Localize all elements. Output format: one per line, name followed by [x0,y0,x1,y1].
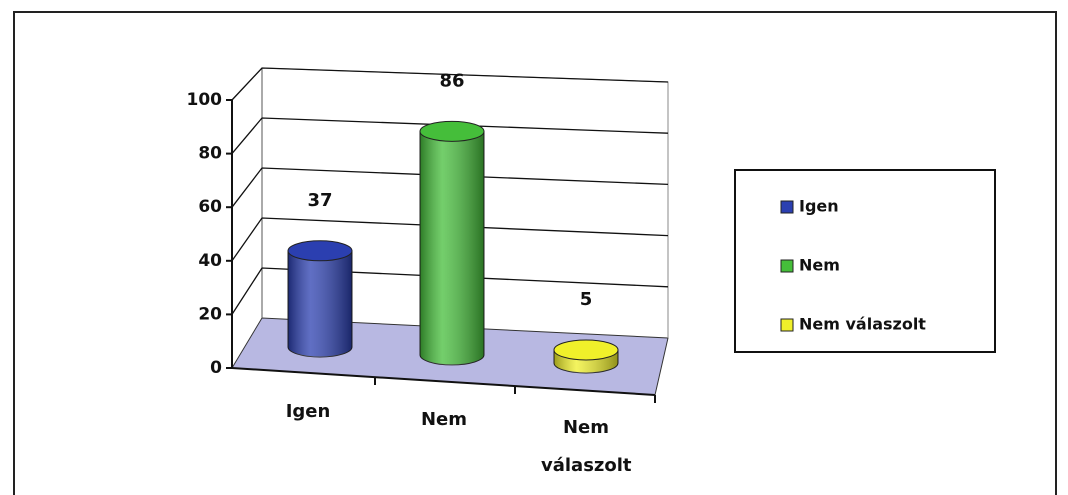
cylinder-top [287,240,353,262]
data-label: 37 [307,190,332,211]
grid-line [231,217,669,262]
cylinder [419,120,485,366]
y-tick-label: 80 [198,144,222,164]
legend-swatch [780,259,794,273]
legend-swatch [780,200,794,214]
grid-line [231,267,669,315]
cylinder-top [419,120,485,142]
cylinder [553,339,619,374]
grid-line [231,167,669,208]
cylinder [287,240,353,358]
x-tick-label: Igen [285,401,331,422]
frame [13,11,1057,495]
x-axis [231,367,656,396]
y-tick-label: 40 [198,251,222,271]
legend [734,169,996,353]
cylinder-top [553,339,619,361]
grid-line [231,117,669,155]
legend-label: Nem válaszolt [799,315,926,334]
x-tick-label: Nem válaszolt [541,417,632,476]
y-tick-label: 60 [198,197,222,217]
legend-label: Igen [799,197,839,216]
grid-line [231,67,669,101]
shading [420,131,484,365]
y-tick-label: 100 [187,90,223,110]
y-tick-label: 0 [210,358,222,378]
legend-swatch [780,318,794,332]
legend-label: Nem [799,256,840,275]
shading [288,250,352,357]
data-label: 5 [580,289,593,310]
y-tick-label: 20 [198,304,222,324]
data-label: 86 [439,70,464,91]
x-tick-label: Nem [420,409,468,430]
